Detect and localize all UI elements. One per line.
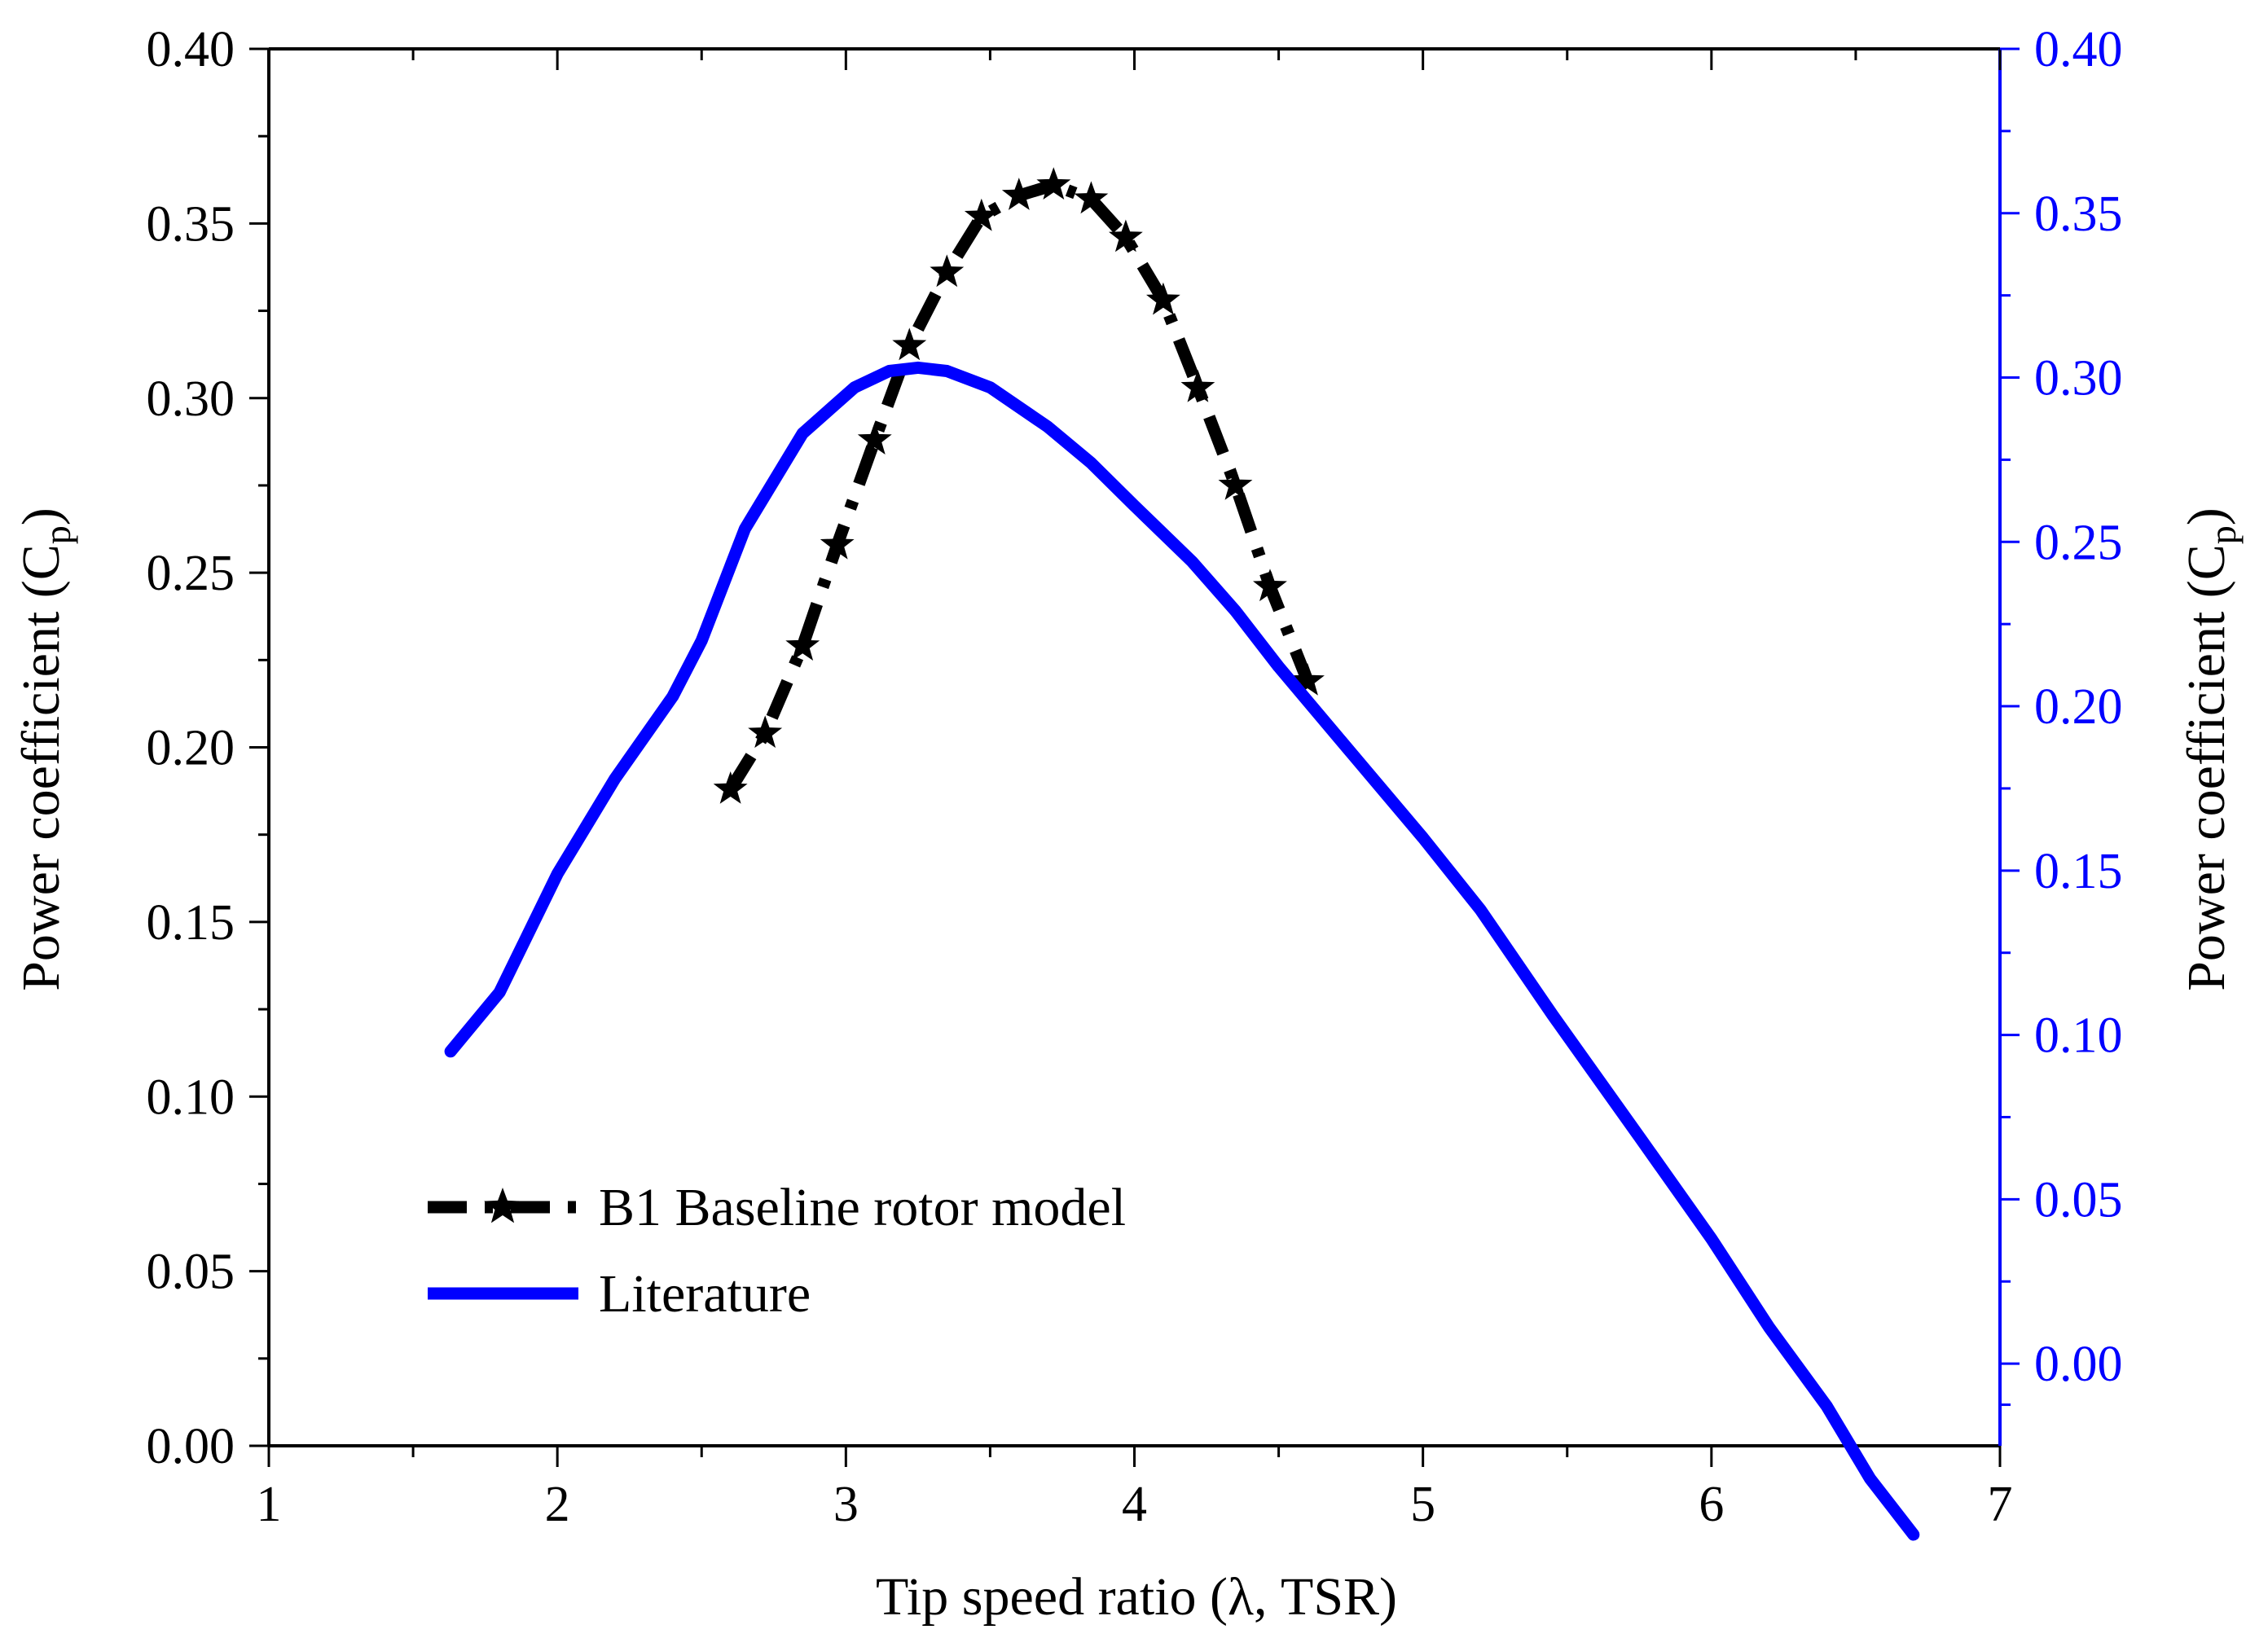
- y-right-tick-label: 0.30: [2034, 351, 2123, 406]
- y-right-tick-label: 0.10: [2034, 1008, 2123, 1064]
- y-left-tick-label: 0.25: [147, 546, 235, 601]
- y-left-tick-label: 0.20: [147, 721, 235, 776]
- series-marker-0: [785, 628, 820, 661]
- x-tick-label: 3: [833, 1477, 859, 1532]
- series-marker-0: [820, 526, 855, 560]
- series-marker-0: [713, 771, 748, 804]
- y-left-tick-label: 0.05: [147, 1245, 235, 1300]
- series-marker-0: [1253, 569, 1287, 602]
- y-right-tick-label: 0.20: [2034, 679, 2123, 735]
- series-line-1: [444, 361, 1920, 1541]
- legend-label-b1: B1 Baseline rotor model: [599, 1178, 1126, 1237]
- y-left-tick-label: 0.10: [147, 1069, 235, 1125]
- y-right-tick-label: 0.40: [2034, 22, 2123, 77]
- series-layer: [444, 167, 1920, 1541]
- legend-star-b1: [484, 1188, 521, 1223]
- plot-frame: [267, 47, 2002, 1447]
- series-marker-0: [1001, 178, 1036, 210]
- x-tick-label: 2: [545, 1477, 570, 1532]
- series-marker-0: [892, 327, 927, 361]
- y-axis-right-label: Power coefficient (Cp): [2177, 507, 2244, 991]
- legend: B1 Baseline rotor model Literature: [428, 1178, 1126, 1324]
- x-tick-label: 7: [1988, 1477, 2013, 1532]
- series-marker-0: [1290, 663, 1325, 696]
- series-marker-0: [1180, 369, 1215, 402]
- y-right-tick-label: 0.05: [2034, 1172, 2123, 1228]
- y-left-tick-label: 0.40: [147, 22, 235, 77]
- x-tick-label: 6: [1699, 1477, 1724, 1532]
- legend-marker-b1: [428, 1188, 578, 1223]
- y-axis-left-label: Power coefficient (Cp): [11, 507, 78, 991]
- y-left-tick-label: 0.35: [147, 196, 235, 252]
- x-tick-label: 4: [1122, 1477, 1147, 1532]
- y-right-tick-label: 0.35: [2034, 187, 2123, 242]
- y-left-tick-label: 0.30: [147, 371, 235, 427]
- x-axis-label: Tip speed ratio (λ, TSR): [876, 1567, 1397, 1627]
- y-left-tick-label: 0.00: [147, 1419, 235, 1474]
- series-marker-0: [748, 715, 783, 749]
- y-axis-left: 0.00 0.05 0.10 0.15 0.20 0.25 0.30 0.35 0.40: [147, 22, 269, 1474]
- y-left-tick-label: 0.15: [147, 895, 235, 951]
- series-marker-0: [857, 422, 892, 455]
- series-marker-0: [1218, 467, 1253, 500]
- y-right-tick-label: 0.15: [2034, 844, 2123, 899]
- series-marker-0: [1036, 167, 1071, 200]
- series-line-0: [725, 178, 1313, 793]
- series-marker-0: [1109, 219, 1143, 253]
- series-marker-0: [930, 254, 965, 288]
- series-marker-0: [964, 198, 999, 231]
- y-right-tick-label: 0.00: [2034, 1337, 2123, 1392]
- x-axis: 1 2 3 4 5 6 7: [257, 49, 2013, 1532]
- x-tick-label: 5: [1410, 1477, 1435, 1532]
- series-marker-0: [1146, 282, 1180, 315]
- series-marker-0: [1074, 181, 1109, 214]
- y-axis-right: 0.00 0.05 0.10 0.15 0.20 0.25 0.30 0.35 0.40: [2000, 22, 2123, 1407]
- y-right-tick-label: 0.25: [2034, 515, 2123, 570]
- x-tick-label: 1: [257, 1477, 282, 1532]
- legend-label-literature: Literature: [599, 1264, 811, 1324]
